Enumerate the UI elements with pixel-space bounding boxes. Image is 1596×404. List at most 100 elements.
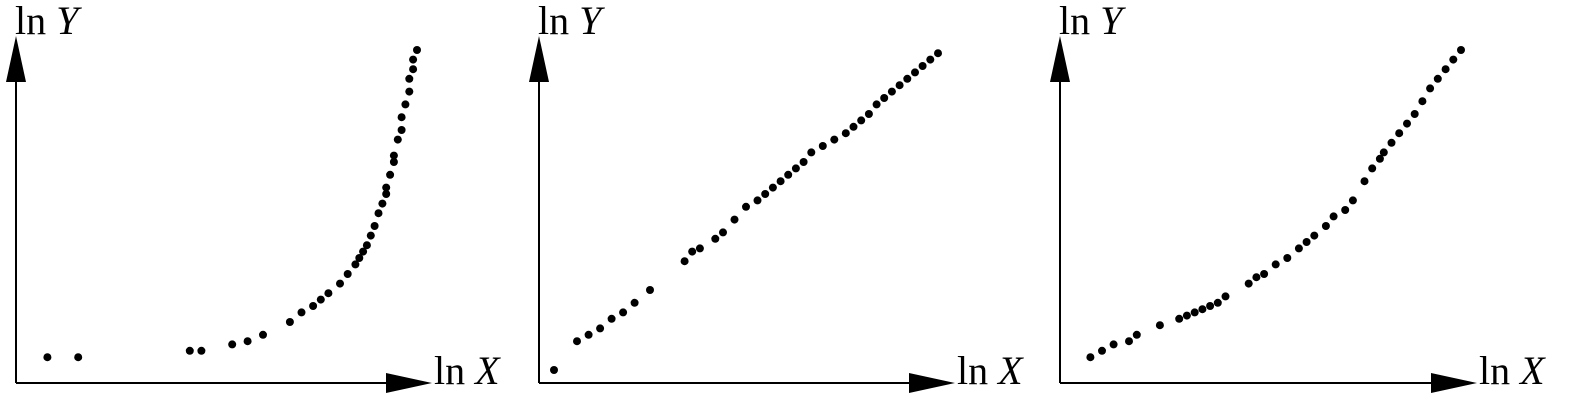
data-point bbox=[1348, 196, 1357, 205]
data-point bbox=[43, 353, 52, 362]
data-point bbox=[297, 308, 306, 317]
data-point bbox=[389, 151, 398, 160]
data-point bbox=[1403, 119, 1411, 128]
data-point bbox=[607, 314, 616, 323]
y-axis-arrow-icon bbox=[529, 36, 549, 82]
x-axis-label: ln X bbox=[434, 348, 501, 393]
data-point bbox=[343, 270, 352, 278]
data-point bbox=[791, 164, 800, 173]
data-point bbox=[761, 190, 770, 198]
y-axis-label: ln Y bbox=[1059, 0, 1126, 43]
chart-panel-3: ln Yln X bbox=[1050, 0, 1546, 393]
x-axis-label-var: X bbox=[473, 348, 501, 393]
data-point bbox=[413, 46, 421, 54]
data-point bbox=[830, 135, 839, 144]
data-point bbox=[1410, 110, 1419, 118]
data-point bbox=[1310, 231, 1319, 240]
data-point bbox=[1426, 84, 1435, 93]
data-point bbox=[864, 110, 873, 118]
data-point bbox=[1125, 337, 1133, 346]
data-point bbox=[1182, 311, 1191, 320]
data-point bbox=[1098, 346, 1106, 355]
data-point bbox=[911, 68, 919, 77]
y-axis-label-var: Y bbox=[579, 0, 605, 43]
data-point bbox=[799, 158, 808, 166]
data-point bbox=[374, 209, 383, 218]
data-point bbox=[401, 100, 410, 109]
x-axis-label-var: X bbox=[1518, 348, 1546, 393]
chart-panel-1: ln Yln X bbox=[6, 0, 501, 393]
data-point bbox=[730, 215, 739, 224]
data-point bbox=[887, 87, 896, 96]
data-point bbox=[918, 62, 927, 70]
data-point bbox=[74, 353, 83, 362]
data-point bbox=[409, 55, 418, 64]
data-point bbox=[719, 228, 727, 237]
data-point bbox=[1379, 148, 1388, 157]
y-axis-label-fn: ln bbox=[1059, 0, 1100, 43]
data-point bbox=[849, 122, 858, 131]
data-point bbox=[1206, 302, 1215, 310]
data-point bbox=[1252, 273, 1261, 282]
data-point bbox=[1283, 254, 1292, 262]
data-point bbox=[309, 302, 318, 310]
data-point bbox=[393, 135, 402, 144]
data-point bbox=[1433, 74, 1442, 83]
x-axis-arrow-icon bbox=[1431, 373, 1477, 393]
y-axis-label: ln Y bbox=[538, 0, 605, 43]
data-point bbox=[1244, 279, 1253, 288]
data-point bbox=[934, 49, 942, 58]
data-point bbox=[872, 100, 881, 109]
chart-panel-2: ln Yln X bbox=[529, 0, 1024, 393]
data-point bbox=[1213, 298, 1222, 307]
data-point bbox=[1271, 260, 1280, 269]
x-axis-arrow-icon bbox=[386, 373, 432, 393]
y-axis-label-var: Y bbox=[1100, 0, 1126, 43]
data-point bbox=[1368, 164, 1377, 173]
data-point bbox=[753, 196, 762, 205]
y-axis-arrow-icon bbox=[6, 36, 26, 82]
data-point bbox=[776, 177, 785, 186]
data-point bbox=[285, 318, 294, 326]
data-point bbox=[1418, 97, 1427, 106]
x-axis-label-fn: ln bbox=[957, 348, 998, 393]
data-point bbox=[1294, 244, 1303, 253]
x-axis-arrow-icon bbox=[909, 373, 955, 393]
x-axis-label-fn: ln bbox=[434, 348, 475, 393]
y-axis-label-var: Y bbox=[56, 0, 82, 43]
data-point bbox=[596, 324, 605, 333]
data-point bbox=[336, 279, 344, 288]
data-point bbox=[1086, 353, 1095, 362]
data-point bbox=[903, 74, 912, 83]
data-point bbox=[841, 129, 850, 138]
data-point bbox=[1387, 138, 1396, 147]
data-point bbox=[197, 346, 206, 355]
data-point bbox=[711, 234, 720, 243]
data-point bbox=[784, 170, 793, 179]
data-point bbox=[1109, 340, 1118, 349]
data-point bbox=[1175, 314, 1184, 323]
data-point bbox=[397, 126, 406, 134]
data-point bbox=[324, 289, 333, 298]
data-point bbox=[382, 190, 391, 198]
y-axis-arrow-icon bbox=[1050, 36, 1070, 82]
data-point bbox=[807, 148, 816, 157]
data-point bbox=[742, 202, 750, 211]
data-point bbox=[362, 241, 371, 250]
x-axis-label-fn: ln bbox=[1479, 348, 1520, 393]
data-point bbox=[619, 308, 628, 317]
data-point bbox=[880, 94, 889, 102]
data-point bbox=[695, 244, 704, 253]
data-point bbox=[1360, 177, 1369, 186]
data-point bbox=[688, 247, 697, 256]
data-point bbox=[680, 257, 689, 266]
data-point bbox=[1321, 222, 1330, 230]
data-point bbox=[405, 87, 414, 96]
x-axis-label: ln X bbox=[1479, 348, 1546, 393]
data-point bbox=[389, 158, 398, 166]
data-point bbox=[1132, 330, 1141, 339]
x-axis-label: ln X bbox=[957, 348, 1024, 393]
data-point bbox=[1260, 270, 1269, 278]
data-point bbox=[550, 366, 558, 374]
